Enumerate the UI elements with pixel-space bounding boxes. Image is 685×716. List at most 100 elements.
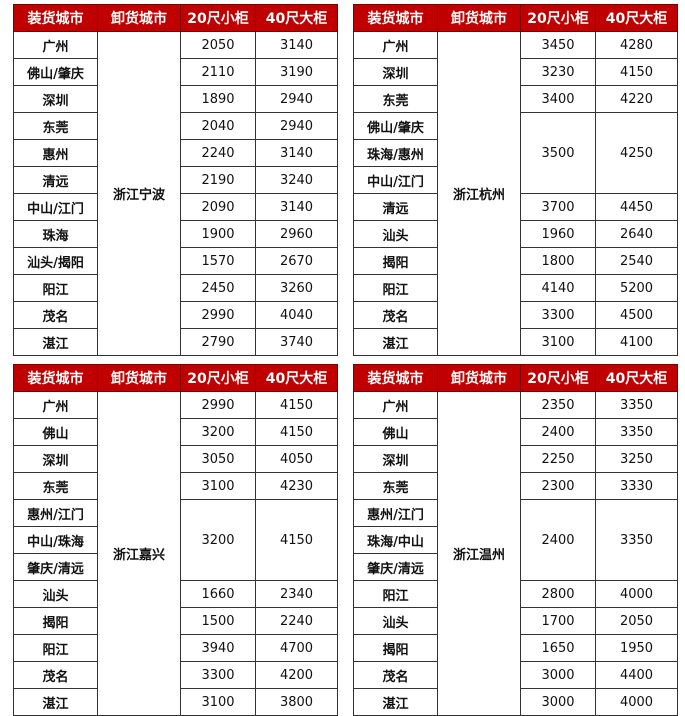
table-row: 佛山 3200 4150 [13, 418, 338, 446]
table-row: 东莞 2040 2940 [13, 112, 338, 140]
table-row: 汕头 1700 2050 [353, 607, 678, 635]
load-city: 佛山 [353, 418, 438, 446]
price-20ft: 3300 [180, 661, 256, 689]
load-city: 中山/江门 [13, 193, 98, 221]
price-20ft: 2450 [180, 274, 256, 302]
header-20ft: 20尺小柜 [520, 364, 596, 392]
price-20ft: 1800 [520, 247, 596, 275]
price-40ft: 3350 [595, 391, 678, 419]
load-city: 阳江 [353, 580, 438, 608]
price-40ft: 4150 [255, 499, 338, 581]
table-row: 阳江 3940 4700 [13, 634, 338, 662]
table-row: 肇庆/清远 [353, 553, 678, 581]
table-row: 清远 2190 3240 [13, 166, 338, 194]
table-row: 广州 浙江嘉兴 2990 4150 [13, 391, 338, 716]
load-city: 珠海/中山 [353, 526, 438, 554]
load-city: 阳江 [353, 274, 438, 302]
table-row: 湛江 3100 3800 [13, 688, 338, 716]
freight-table: 装货城市 卸货城市 20尺小柜 40尺大柜 广州 浙江杭州 3450 4280 深圳 3230 41… [353, 4, 678, 356]
load-city: 茂名 [353, 661, 438, 689]
price-20ft: 2990 [180, 301, 256, 329]
table-row: 茂名 2990 4040 [13, 301, 338, 329]
header-20ft: 20尺小柜 [520, 4, 596, 32]
price-40ft: 4100 [595, 328, 678, 356]
load-city: 深圳 [353, 58, 438, 86]
price-40ft: 2940 [255, 112, 338, 140]
table-row: 汕头/揭阳 1570 2670 [13, 247, 338, 275]
load-city: 阳江 [13, 634, 98, 662]
table-row: 茂名 3300 4500 [353, 301, 678, 329]
price-20ft: 2240 [180, 139, 256, 167]
header-row: 装货城市 卸货城市 20尺小柜 40尺大柜 [353, 4, 678, 32]
price-40ft: 3140 [255, 193, 338, 221]
price-20ft: 2190 [180, 166, 256, 194]
table-row: 佛山/肇庆 3500 4250 [353, 112, 678, 194]
price-40ft: 2340 [255, 580, 338, 608]
table-row: 中山/江门 [353, 166, 678, 194]
price-20ft: 2990 [180, 391, 256, 419]
price-20ft: 2800 [520, 580, 596, 608]
price-20ft: 1890 [180, 85, 256, 113]
table-row: 佛山 2400 3350 [353, 418, 678, 446]
table-row: 湛江 3000 4000 [353, 688, 678, 716]
header-load-city: 装货城市 [13, 4, 98, 32]
load-city: 珠海/惠州 [353, 139, 438, 167]
price-20ft: 2400 [520, 499, 596, 581]
price-40ft: 4400 [595, 661, 678, 689]
load-city: 中山/珠海 [13, 526, 98, 554]
table-row: 广州 浙江杭州 3450 4280 [353, 31, 678, 356]
load-city: 深圳 [13, 85, 98, 113]
table-row: 深圳 1890 2940 [13, 85, 338, 113]
load-city: 揭阳 [13, 607, 98, 635]
load-city: 惠州/江门 [353, 499, 438, 527]
load-city: 深圳 [13, 445, 98, 473]
price-40ft: 4000 [595, 688, 678, 716]
price-40ft: 5200 [595, 274, 678, 302]
price-20ft: 1960 [520, 220, 596, 248]
price-20ft: 2090 [180, 193, 256, 221]
price-40ft: 4500 [595, 301, 678, 329]
load-city: 中山/江门 [353, 166, 438, 194]
freight-table: 装货城市 卸货城市 20尺小柜 40尺大柜 广州 浙江宁波 2050 3140 佛山/肇庆 211… [13, 4, 338, 356]
price-40ft: 3350 [595, 499, 678, 581]
price-20ft: 3230 [520, 58, 596, 86]
price-20ft: 3700 [520, 193, 596, 221]
price-20ft: 3940 [180, 634, 256, 662]
load-city: 珠海 [13, 220, 98, 248]
header-row: 装货城市 卸货城市 20尺小柜 40尺大柜 [13, 4, 338, 32]
load-city: 揭阳 [353, 247, 438, 275]
header-unload-city: 卸货城市 [437, 364, 521, 392]
header-40ft: 40尺大柜 [595, 4, 678, 32]
header-unload-city: 卸货城市 [437, 4, 521, 32]
header-row: 装货城市 卸货城市 20尺小柜 40尺大柜 [353, 364, 678, 392]
table-row: 惠州/江门 3200 4150 [13, 499, 338, 581]
table-row: 广州 浙江温州 2350 3350 [353, 391, 678, 716]
table-row: 茂名 3300 4200 [13, 661, 338, 689]
table-row: 惠州 2240 3140 [13, 139, 338, 167]
price-40ft: 4150 [595, 58, 678, 86]
price-40ft: 4040 [255, 301, 338, 329]
table-row: 佛山/肇庆 2110 3190 [13, 58, 338, 86]
price-40ft: 4700 [255, 634, 338, 662]
price-20ft: 3100 [520, 328, 596, 356]
price-20ft: 3000 [520, 688, 596, 716]
price-40ft: 2960 [255, 220, 338, 248]
header-unload-city: 卸货城市 [97, 364, 181, 392]
price-20ft: 3100 [180, 688, 256, 716]
price-40ft: 4220 [595, 85, 678, 113]
price-40ft: 3140 [255, 31, 338, 59]
load-city: 清远 [353, 193, 438, 221]
load-city: 揭阳 [353, 634, 438, 662]
load-city: 湛江 [353, 328, 438, 356]
table-row: 湛江 3100 4100 [353, 328, 678, 356]
table-row: 揭阳 1800 2540 [353, 247, 678, 275]
price-20ft: 2400 [520, 418, 596, 446]
table-row: 深圳 3050 4050 [13, 445, 338, 473]
price-20ft: 1570 [180, 247, 256, 275]
price-20ft: 4140 [520, 274, 596, 302]
table-row: 珠海 1900 2960 [13, 220, 338, 248]
table-row: 阳江 4140 5200 [353, 274, 678, 302]
load-city: 清远 [13, 166, 98, 194]
load-city: 广州 [353, 31, 438, 59]
price-20ft: 1700 [520, 607, 596, 635]
